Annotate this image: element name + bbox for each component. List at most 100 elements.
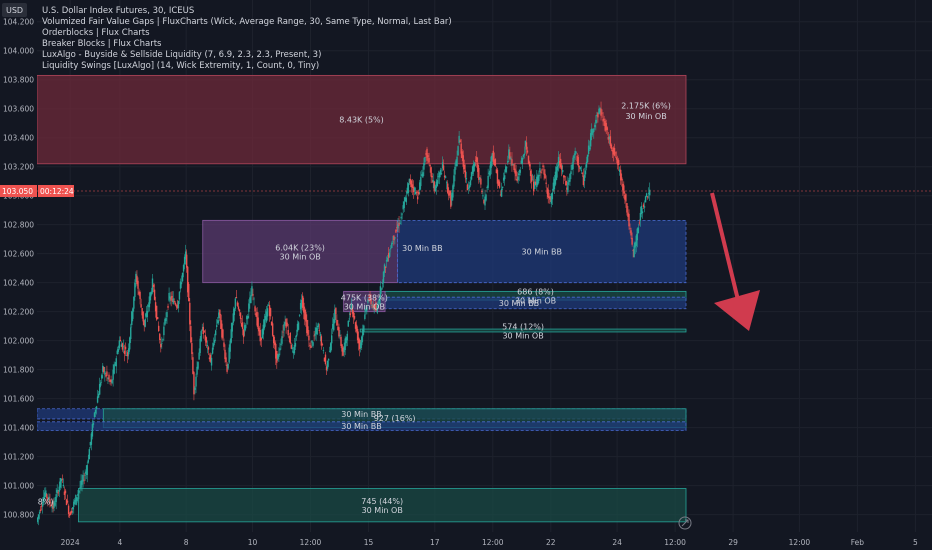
indicator-1[interactable]: Orderblocks | Flux Charts	[42, 28, 150, 38]
candle-body	[95, 406, 98, 410]
y-tick-label: 104.000	[3, 47, 34, 56]
chart-title[interactable]: U.S. Dollar Index Futures, 30, ICEUS	[42, 6, 194, 16]
zone-label: 745 (44%)	[361, 497, 403, 506]
candle-body	[38, 511, 41, 514]
candle-body	[74, 499, 76, 502]
candle-body	[166, 312, 168, 318]
scroll-to-realtime-icon[interactable]	[678, 516, 692, 530]
candle-body	[242, 329, 245, 338]
chart-annotation: 2.175K (6%)	[621, 102, 671, 111]
candle-body	[366, 306, 368, 311]
candle-body	[333, 319, 335, 331]
candle-body	[592, 131, 594, 133]
candle-body	[351, 308, 354, 314]
y-axis-panel[interactable]	[0, 0, 37, 550]
candle-body	[448, 192, 450, 196]
candle-body	[237, 306, 240, 310]
candle-body	[349, 313, 352, 316]
candle-body	[389, 252, 391, 257]
candle-body	[548, 196, 550, 199]
candle-body	[494, 159, 497, 166]
last-price: 103.050	[2, 187, 33, 196]
candle-body	[628, 213, 630, 227]
symbol-badge[interactable]	[2, 3, 27, 17]
candle-body	[507, 160, 509, 163]
candle-body	[49, 499, 51, 503]
candle-body	[305, 312, 307, 322]
candle-body	[277, 354, 279, 359]
candle-body	[631, 237, 633, 245]
candle-body	[43, 496, 45, 504]
candle-body	[642, 204, 645, 207]
candle-body	[550, 193, 553, 204]
candle-body	[476, 156, 478, 163]
candle-body	[643, 206, 646, 208]
candle-body	[403, 201, 405, 209]
zone-ob-574	[359, 328, 687, 333]
candle-body	[323, 357, 326, 362]
candle-body	[46, 494, 48, 498]
candle-body	[536, 176, 538, 188]
candle-body	[129, 337, 131, 350]
candle-body	[560, 165, 563, 170]
candle-body	[569, 174, 571, 182]
candle-body	[347, 320, 349, 327]
candle-body	[509, 152, 511, 159]
indicator-2[interactable]: Breaker Blocks | Flux Charts	[42, 39, 162, 49]
candle-body	[487, 175, 489, 188]
candle-body	[155, 305, 158, 320]
candle-body	[587, 145, 590, 154]
candle-body	[387, 253, 390, 258]
candle-body	[189, 302, 191, 325]
candle-body	[426, 148, 428, 161]
x-axis-panel[interactable]	[0, 532, 932, 550]
candle-body	[261, 329, 264, 339]
candle-body	[638, 222, 641, 224]
candle-body	[181, 272, 184, 282]
down-arrow-icon	[710, 192, 760, 331]
candle-body	[191, 343, 193, 354]
candle-body	[411, 184, 414, 189]
candle-body	[314, 333, 316, 336]
candle-body	[185, 254, 188, 268]
candle-body	[395, 229, 397, 233]
candle-body	[247, 315, 249, 319]
candle-body	[107, 377, 109, 379]
candle-body	[211, 347, 214, 354]
candle-body	[544, 173, 546, 179]
candle-body	[391, 243, 393, 249]
candle-body	[337, 326, 339, 331]
indicator-3[interactable]: LuxAlgo - Buyside & Sellside Liquidity (…	[42, 50, 321, 60]
candle-body	[505, 166, 507, 173]
candle-body	[94, 409, 97, 414]
y-tick-label: 102.600	[3, 250, 34, 259]
candle-body	[197, 362, 199, 369]
candle-body	[464, 170, 467, 178]
candle-body	[618, 169, 621, 172]
zone-ob-6.04k	[202, 219, 398, 284]
candle-body	[362, 328, 364, 337]
candle-body	[527, 155, 530, 164]
candle-body	[204, 335, 207, 341]
zone-label: 6.04K (23%)	[275, 244, 325, 253]
candle-body	[320, 336, 323, 346]
indicator-4[interactable]: Liquidity Swings [LuxAlgo] (14, Wick Ext…	[42, 61, 319, 71]
candle-body	[161, 343, 163, 345]
candle-body	[158, 325, 160, 332]
candle-body	[92, 423, 95, 425]
candle-body	[112, 369, 114, 380]
x-tick-label: 4	[117, 538, 122, 547]
candle-body	[324, 354, 327, 365]
candle-body	[310, 345, 312, 349]
candle-body	[586, 154, 589, 163]
indicator-0[interactable]: Volumized Fair Value Gaps | FluxCharts (…	[42, 17, 452, 27]
candle-body	[382, 271, 385, 283]
candle-body	[452, 185, 454, 198]
candle-body	[379, 286, 382, 299]
candle-body	[514, 168, 516, 174]
candle-body	[442, 165, 445, 171]
candle-body	[568, 180, 570, 183]
zone-ob-745	[78, 488, 687, 523]
candle-body	[413, 187, 416, 191]
